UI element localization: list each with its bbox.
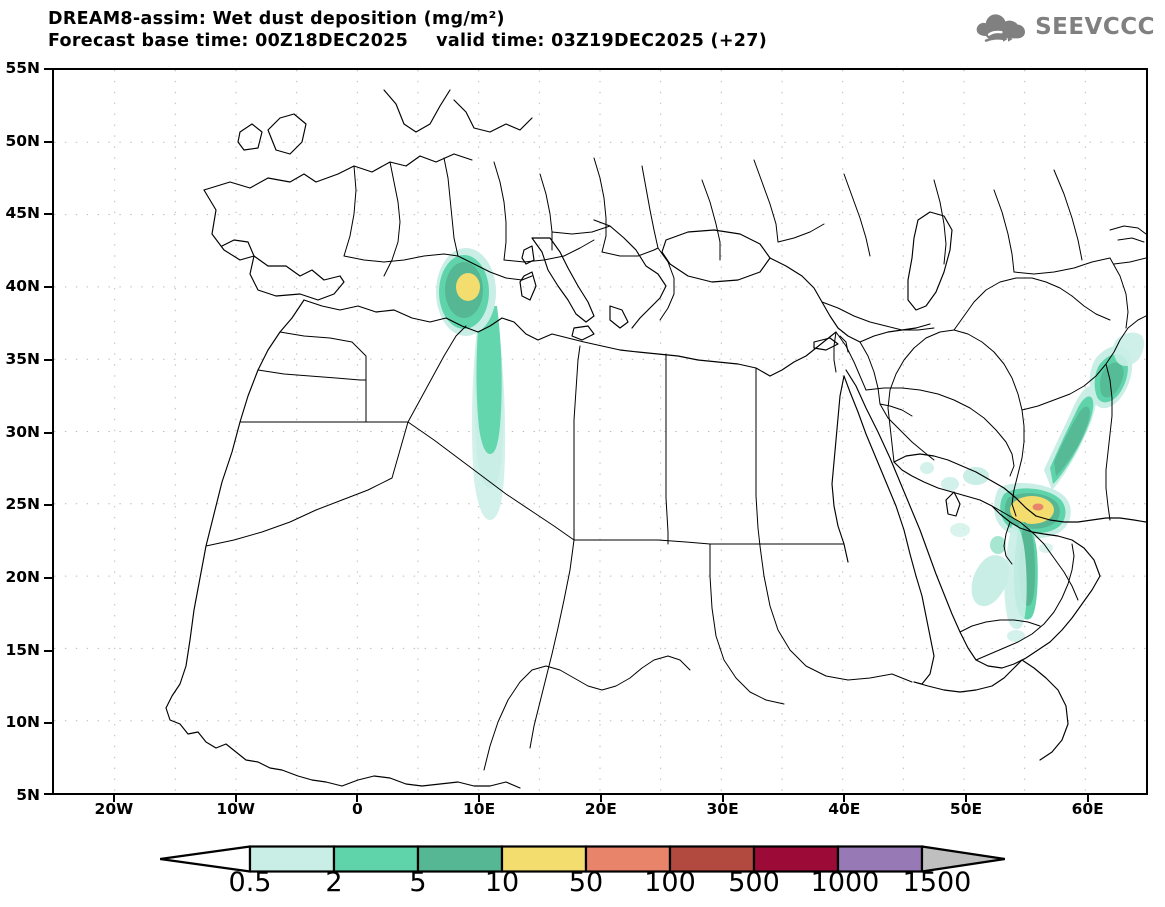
colorbar-label-1000: 1000: [810, 867, 880, 898]
y-tick-label-30N: 30N: [5, 422, 40, 441]
colorbar-extend-high: [920, 845, 1005, 873]
colorbar-label-0.5: 0.5: [228, 867, 272, 898]
seevccc-logo: SEEVCCC: [972, 10, 1155, 44]
page-title: DREAM8-assim: Wet dust deposition (mg/m²…: [48, 9, 505, 29]
chart-header: DREAM8-assim: Wet dust deposition (mg/m²…: [48, 8, 768, 52]
y-tick-label-55N: 55N: [5, 59, 40, 77]
y-axis: 55N 50N 45N 40N 35N 30N 25N 20N 15N 10N …: [0, 0, 48, 907]
y-tick-label-5N: 5N: [16, 786, 40, 804]
map-gridlines: [54, 70, 1146, 793]
y-tick-label-40N: 40N: [5, 277, 40, 296]
valid-time-label: valid time: 03Z19DEC2025 (+27): [436, 31, 768, 51]
x-tick-label-30E: 30E: [706, 800, 739, 818]
colorbar-label-2: 2: [325, 867, 343, 898]
colorbar-label-50: 50: [568, 867, 604, 898]
colorbar-swatches: [160, 845, 1005, 873]
colorbar-label-500: 500: [728, 867, 780, 898]
y-tick-label-20N: 20N: [5, 567, 40, 586]
x-tick-label-40E: 40E: [828, 800, 861, 818]
y-tick-label-25N: 25N: [5, 495, 40, 514]
base-time-label: Forecast base time: 00Z18DEC2025: [48, 31, 409, 51]
cloud-icon: [976, 14, 1026, 42]
x-tick-label-20W: 20W: [94, 800, 134, 818]
y-tick-label-10N: 10N: [5, 713, 40, 732]
colorbar-tick-labels: 0.5 2 5 10 50 100 500 1000 1500: [0, 868, 1165, 902]
colorbar[interactable]: [160, 845, 1005, 873]
map-plot-area[interactable]: [52, 68, 1148, 795]
colorbar-label-10: 10: [484, 867, 520, 898]
x-tick-label-10W: 10W: [216, 800, 256, 818]
logo-text: SEEVCCC: [1035, 13, 1155, 40]
x-tick-label-50E: 50E: [949, 800, 983, 818]
forecast-time-line: Forecast base time: 00Z18DEC2025 valid ti…: [48, 30, 768, 52]
x-tick-label-60E: 60E: [1071, 800, 1104, 818]
x-tick-label-0: 0: [351, 800, 363, 818]
y-tick-label-45N: 45N: [5, 204, 40, 223]
x-tick-label-20E: 20E: [584, 800, 617, 818]
map-borders: [205, 157, 1146, 771]
dust-deposition-map: [54, 70, 1146, 793]
colorbar-label-100: 100: [644, 867, 696, 898]
y-tick-label-15N: 15N: [5, 640, 40, 659]
y-tick-label-50N: 50N: [5, 131, 40, 150]
colorbar-label-5: 5: [409, 867, 427, 898]
map-coastlines: [165, 89, 1146, 789]
colorbar-label-1500: 1500: [902, 867, 972, 898]
x-tick-label-10E: 10E: [463, 800, 496, 818]
y-tick-label-35N: 35N: [5, 349, 40, 368]
